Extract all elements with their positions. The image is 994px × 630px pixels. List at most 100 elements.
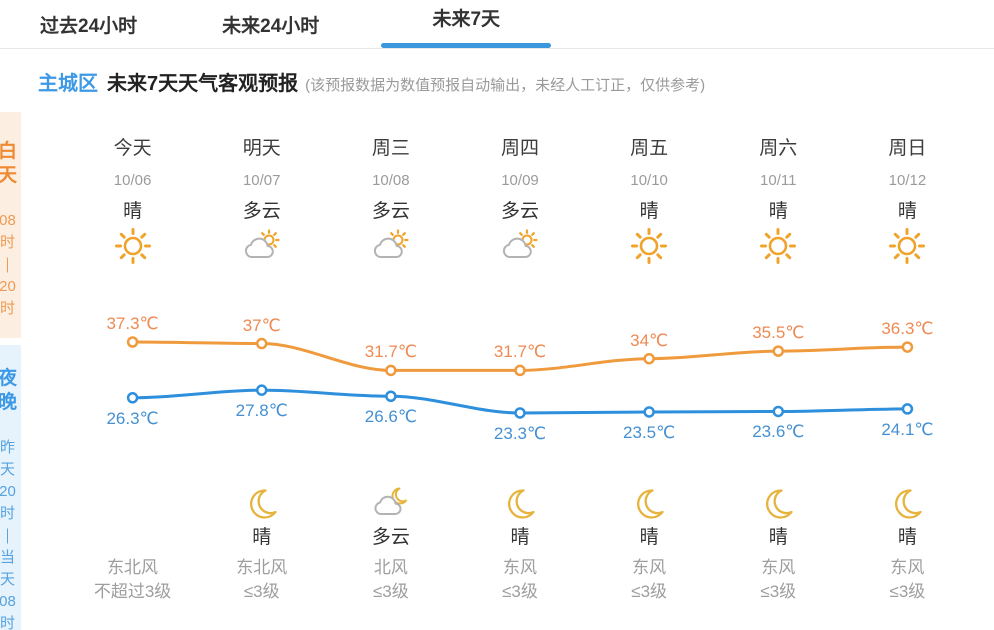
day-weather-icon [242, 226, 282, 266]
night-weather-iconbox [585, 484, 714, 526]
night-weather-iconbox [843, 484, 972, 526]
tab-bar: 过去24小时 未来24小时 未来7天 [0, 0, 994, 49]
day-weather-iconbox [714, 226, 843, 290]
high-temp-label: 31.7℃ [493, 342, 547, 362]
night-weather-text: 晴 [252, 527, 272, 548]
day-weather-iconbox [68, 226, 197, 290]
night-weather-icon [629, 484, 669, 524]
temp-point-marker [772, 345, 785, 357]
day-name: 今天 [113, 138, 152, 159]
day-date: 10/07 [242, 172, 281, 189]
high-temp-label: 34℃ [630, 330, 669, 350]
region-selector[interactable]: 主城区 [38, 73, 98, 95]
night-weather-iconbox [197, 484, 326, 526]
night-weather-iconbox [326, 484, 455, 526]
wind-direction: 东北风 [107, 558, 159, 577]
wind-level: ≤3级 [502, 582, 538, 601]
night-weather-icon [887, 484, 927, 524]
low-temp-label: 27.8℃ [235, 401, 288, 421]
forecast-column: 今天 10/06 晴 东北风 不超过3级 [68, 112, 197, 630]
night-weather-iconbox [68, 484, 197, 526]
low-temp-label: 26.3℃ [106, 408, 159, 428]
page-title: 未来7天天气客观预报 [107, 73, 299, 95]
day-weather-text: 多云 [500, 201, 539, 222]
temp-point-marker [255, 384, 268, 396]
high-temp-label: 36.3℃ [881, 319, 934, 339]
day-weather-iconbox [326, 226, 455, 290]
day-weather-text: 晴 [897, 201, 917, 222]
forecast-column: 周四 10/09 多云 晴 东风 ≤3级 [455, 112, 584, 630]
low-temp-label: 23.5℃ [623, 422, 676, 442]
high-temp-label: 37.3℃ [106, 314, 159, 333]
night-weather-text: 多云 [371, 527, 410, 548]
day-name: 周三 [371, 138, 410, 159]
night-weather-iconbox [455, 484, 584, 526]
day-weather-icon [113, 226, 153, 266]
temp-point-marker [514, 407, 526, 419]
day-date: 10/11 [760, 172, 797, 189]
temp-point-marker [385, 364, 397, 377]
forecast-column: 周三 10/08 多云 多云 北风 ≤3级 [326, 112, 455, 630]
temp-point-marker [385, 390, 397, 402]
night-weather-text: 晴 [510, 527, 530, 548]
night-weather-text: 晴 [768, 527, 788, 548]
wind-direction: 北风 [373, 558, 408, 577]
wind-direction: 东风 [890, 558, 925, 577]
forecast-disclaimer: (该预报数据为数值预报自动输出，未经人工订正，仅供参考) [305, 77, 706, 94]
wind-level: ≤3级 [243, 582, 280, 601]
temp-point-marker [643, 352, 655, 365]
night-weather-text [68, 526, 197, 556]
day-weather-iconbox [197, 226, 326, 290]
night-weather-icon [758, 484, 798, 524]
day-name: 周五 [630, 138, 669, 159]
temperature-chart-svg [126, 336, 914, 419]
day-weather-icon [500, 226, 540, 266]
tab-past-24h[interactable]: 过去24小时 [40, 15, 138, 37]
night-weather-icon [500, 484, 540, 524]
low-temp-label: 23.6℃ [752, 422, 805, 442]
title-row: 主城区 未来7天天气客观预报 (该预报数据为数值预报自动输出，未经人工订正，仅供… [0, 49, 994, 96]
day-weather-text: 多云 [242, 201, 281, 222]
wind-direction: 东风 [502, 558, 537, 577]
night-weather-text: 晴 [897, 527, 917, 548]
temp-point-marker [126, 392, 139, 404]
night-weather-text: 晴 [639, 527, 659, 548]
wind-level: ≤3级 [889, 582, 926, 601]
tab-next-24h[interactable]: 未来24小时 [222, 15, 320, 37]
day-name: 周六 [759, 138, 798, 159]
day-date: 10/10 [630, 172, 668, 189]
day-weather-icon [758, 226, 798, 266]
day-weather-iconbox [843, 226, 972, 290]
night-weather-icon [371, 484, 411, 524]
wind-direction: 东风 [632, 558, 667, 577]
wind-level: 不超过3级 [93, 582, 172, 601]
day-name: 明天 [242, 138, 281, 159]
night-badge-time: 昨天 20 时 — 当天 08 时 [0, 439, 17, 630]
day-weather-text: 晴 [768, 201, 788, 222]
wind-direction: 东风 [761, 558, 796, 577]
high-temp-label: 35.5℃ [752, 323, 805, 343]
temp-point-marker [255, 337, 268, 350]
temp-point-marker [901, 341, 914, 353]
night-badge: 夜晚 昨天 20 时 — 当天 08 时 [0, 345, 21, 630]
day-name: 周日 [888, 138, 927, 159]
day-date: 10/06 [113, 172, 152, 189]
day-weather-text: 晴 [639, 201, 659, 222]
night-weather-icon [242, 484, 282, 524]
temp-point-marker [901, 403, 914, 415]
forecast-columns: 今天 10/06 晴 东北风 不超过3级 明天 10/07 多云 晴 东北风 ≤… [68, 112, 972, 630]
wind-level: ≤3级 [631, 582, 668, 601]
tab-next-7days-label: 未来7天 [432, 9, 501, 30]
wind-direction: 东北风 [236, 558, 288, 577]
temp-point-marker [514, 364, 526, 377]
low-temp-label: 26.6℃ [364, 407, 417, 427]
forecast-content: 白天 08 时 —20 时 夜晚 昨天 20 时 — 当天 08 时 今天 10/06 晴 东北风… [0, 112, 994, 630]
temp-point-marker [643, 406, 655, 418]
daytime-badge-title: 白天 [0, 141, 17, 186]
forecast-column: 周日 10/12 晴 晴 东风 ≤3级 [843, 112, 972, 630]
day-name: 周四 [500, 138, 539, 159]
day-date: 10/08 [372, 172, 410, 189]
low-temp-label: 23.3℃ [493, 423, 547, 443]
tab-next-7days[interactable]: 未来7天 [381, 0, 552, 48]
